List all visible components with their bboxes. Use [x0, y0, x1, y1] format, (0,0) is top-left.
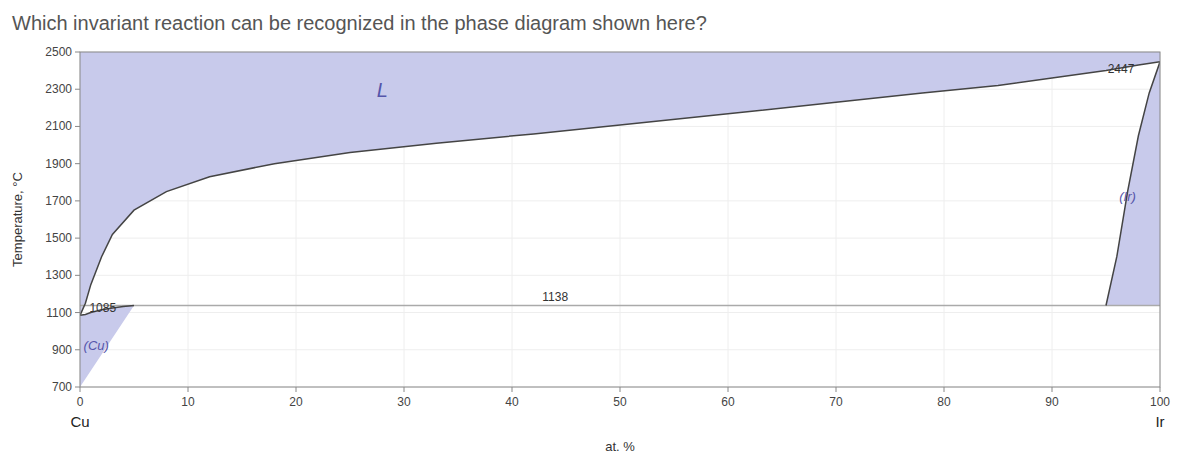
- y-tick: [75, 349, 80, 350]
- axes: 0 10 20 30 40 50 60 70 80 90 100 700 900 1100 1300 1500…: [45, 45, 1170, 409]
- y-tick-label: 2500: [45, 45, 72, 59]
- y-tick: [75, 312, 80, 313]
- grid: [80, 52, 1160, 387]
- y-tick-label: 700: [52, 380, 72, 394]
- x-tick: [80, 387, 81, 392]
- eutectic-line: [80, 305, 1160, 307]
- y-tick-label: 1300: [45, 268, 72, 282]
- x-tick-label: 0: [77, 395, 84, 409]
- x-tick: [620, 387, 621, 392]
- y-tick-label: 1100: [46, 306, 72, 320]
- x-tick-label: 100: [1150, 395, 1170, 409]
- x-tick: [728, 387, 729, 392]
- phase-boundary: [80, 62, 1160, 315]
- x-tick: [1160, 387, 1161, 392]
- phase-label: (Cu): [84, 338, 109, 353]
- x-grid-line: [1052, 52, 1053, 387]
- y-tick-label: 2300: [45, 82, 72, 96]
- y-tick-label: 2100: [45, 119, 72, 133]
- x-tick-label: 60: [721, 395, 735, 409]
- chart: Which invariant reaction can be recogniz…: [0, 0, 1200, 469]
- y-tick: [75, 163, 80, 164]
- y-tick: [75, 387, 80, 388]
- x-tick-label: 80: [937, 395, 951, 409]
- plot-area: [80, 52, 1160, 387]
- x-axis-label: at. %: [605, 439, 635, 454]
- component-label: Cu: [70, 413, 89, 430]
- component-label: Ir: [1155, 413, 1164, 430]
- x-tick: [836, 387, 837, 392]
- y-tick-label: 1900: [45, 157, 72, 171]
- cu-solid-region: [80, 305, 134, 387]
- y-tick: [75, 126, 80, 127]
- x-tick: [296, 387, 297, 392]
- temperature-annotation: 1085: [89, 301, 116, 315]
- x-tick-label: 20: [289, 395, 303, 409]
- x-grid-line: [944, 52, 945, 387]
- phase-label: L: [377, 79, 388, 101]
- y-tick: [75, 89, 80, 90]
- y-axis-label: Temperature, °C: [10, 172, 25, 267]
- y-tick-label: 900: [52, 343, 72, 357]
- temperature-annotation: 1138: [542, 290, 568, 304]
- y-tick: [75, 238, 80, 239]
- x-tick-label: 30: [397, 395, 411, 409]
- y-tick-label: 1700: [45, 194, 72, 208]
- ir-solid-region: [1106, 62, 1160, 306]
- x-tick: [188, 387, 189, 392]
- x-tick: [944, 387, 945, 392]
- temperature-annotation: 2447: [1108, 62, 1135, 76]
- x-tick-label: 40: [505, 395, 519, 409]
- y-tick: [75, 200, 80, 201]
- liquid-region: [80, 52, 1160, 315]
- x-tick: [1052, 387, 1053, 392]
- y-tick: [75, 275, 80, 276]
- plot-frame: [80, 52, 1160, 387]
- y-tick: [75, 52, 80, 53]
- phase-label: (Ir): [1119, 189, 1136, 204]
- x-tick-label: 10: [181, 395, 195, 409]
- phase-boundary: [1106, 62, 1160, 306]
- x-tick-label: 50: [613, 395, 627, 409]
- x-tick-label: 90: [1045, 395, 1059, 409]
- title: Which invariant reaction can be recogniz…: [12, 12, 707, 34]
- x-tick: [512, 387, 513, 392]
- y-tick-label: 1500: [45, 231, 72, 245]
- x-tick-label: 70: [829, 395, 843, 409]
- x-tick: [404, 387, 405, 392]
